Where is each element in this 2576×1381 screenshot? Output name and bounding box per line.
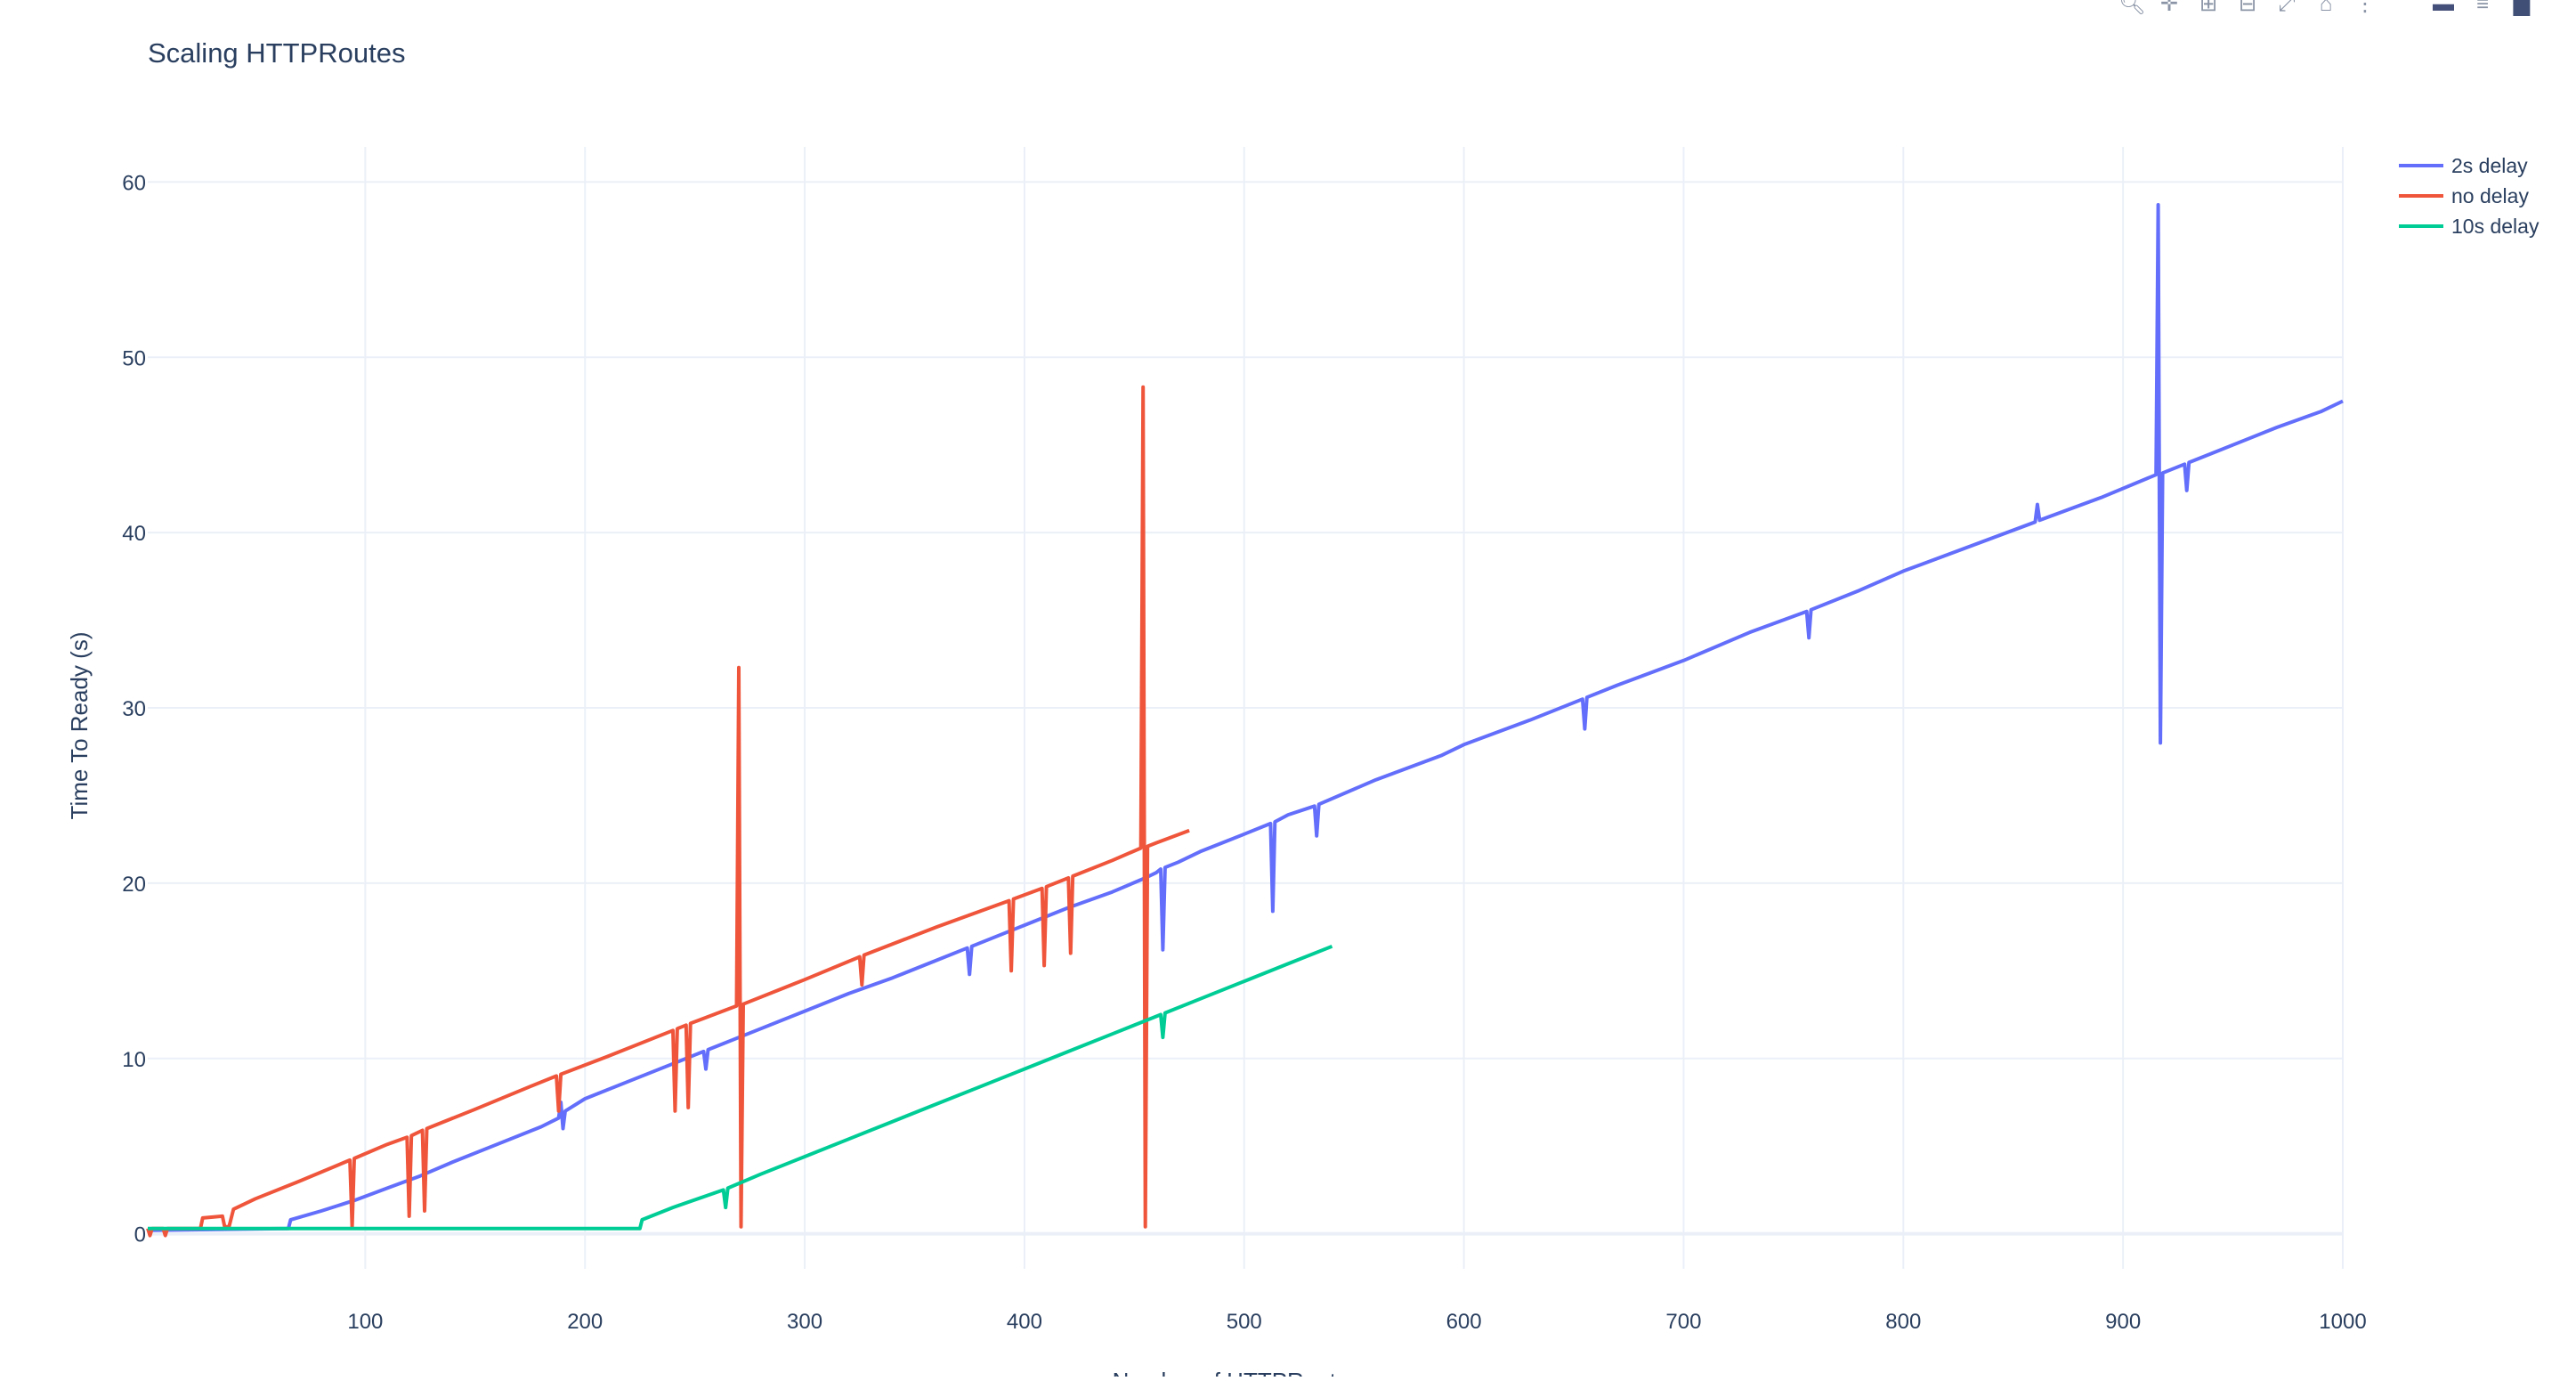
x-tick-label: 500 — [1227, 1310, 1262, 1334]
x-tick-label: 100 — [347, 1310, 383, 1334]
pan-icon[interactable]: ✛ — [2159, 0, 2179, 16]
zoom-out-icon[interactable]: ⊟ — [2238, 0, 2257, 16]
autoscale-icon[interactable]: ⤢ — [2278, 0, 2296, 16]
y-tick-label: 40 — [122, 522, 146, 546]
y-tick-label: 10 — [122, 1048, 146, 1072]
zoom-in-icon[interactable]: ⊞ — [2199, 0, 2218, 16]
tick-labels: 100 200 300 400 500 600 700 800 900 1000 0 10 20 30 40… — [122, 171, 2366, 1334]
y-tick-label: 60 — [122, 171, 146, 195]
x-axis-title: Number of HTTPRoutes — [1113, 1368, 1361, 1377]
legend-item[interactable]: 10s delay — [2399, 215, 2540, 238]
x-tick-label: 400 — [1007, 1310, 1042, 1334]
hover-compare-icon[interactable]: ≡ — [2475, 0, 2489, 16]
x-tick-label: 800 — [1885, 1310, 1921, 1334]
series-line-0[interactable] — [147, 203, 2344, 1232]
legend-label: 10s delay — [2451, 215, 2540, 238]
x-tick-label: 1000 — [2319, 1310, 2366, 1334]
legend[interactable]: 2s delay no delay 10s delay — [2399, 154, 2540, 238]
legend-item[interactable]: no delay — [2399, 184, 2529, 207]
plotly-logo-icon[interactable]: ▇ — [2513, 0, 2531, 16]
hover-closest-icon[interactable]: ▬ — [2433, 0, 2454, 16]
y-axis-title: Time To Ready (s) — [66, 632, 93, 820]
toggle-spike-icon[interactable]: ⋮ — [2354, 0, 2376, 16]
y-tick-label: 0 — [134, 1223, 146, 1247]
x-tick-label: 600 — [1446, 1310, 1482, 1334]
x-tick-label: 700 — [1665, 1310, 1701, 1334]
zoom-icon[interactable]: 🔍︎ — [2118, 0, 2146, 16]
y-tick-label: 50 — [122, 346, 146, 370]
chart-title: Scaling HTTPRoutes — [148, 37, 405, 69]
y-tick-label: 20 — [122, 873, 146, 897]
x-tick-label: 200 — [567, 1310, 603, 1334]
x-tick-label: 300 — [787, 1310, 822, 1334]
y-tick-label: 30 — [122, 697, 146, 721]
legend-label: 2s delay — [2451, 154, 2528, 177]
x-tick-label: 900 — [2105, 1310, 2141, 1334]
series-layer[interactable] — [146, 203, 2344, 1238]
legend-item[interactable]: 2s delay — [2399, 154, 2528, 177]
reset-axes-icon[interactable]: ⌂ — [2319, 0, 2333, 16]
series-line-2[interactable] — [148, 944, 1333, 1231]
legend-label: no delay — [2451, 184, 2529, 207]
series-line-1[interactable] — [146, 385, 1190, 1238]
grid-lines — [148, 147, 2344, 1269]
